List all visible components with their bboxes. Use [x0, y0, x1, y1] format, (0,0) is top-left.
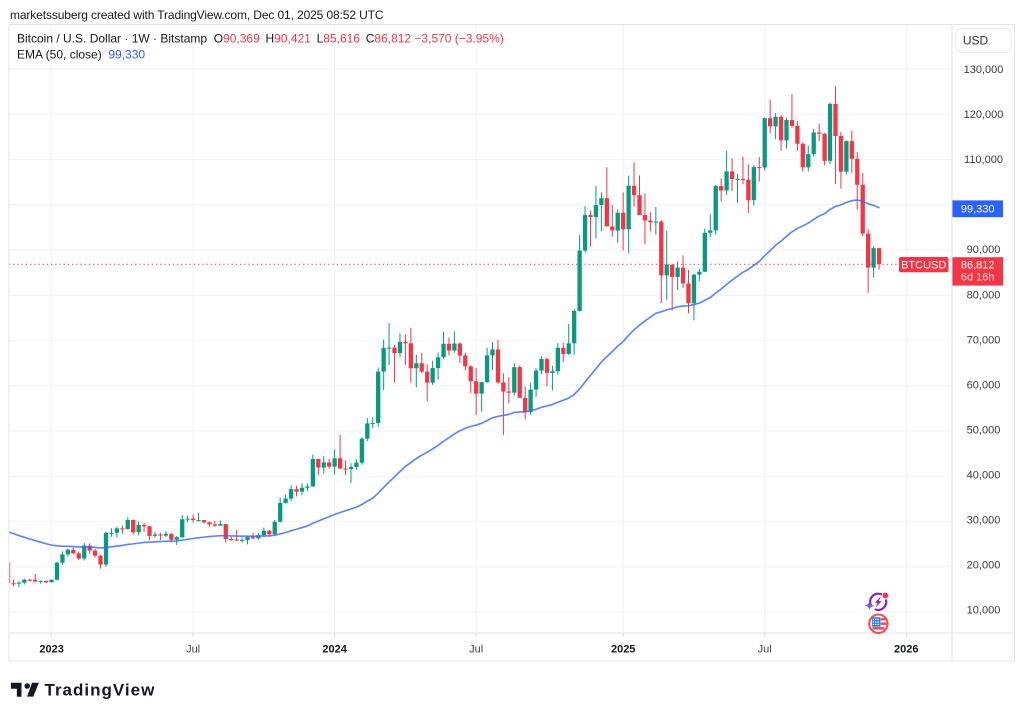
svg-text:80,000: 80,000 [967, 289, 1001, 301]
svg-text:Jul: Jul [469, 644, 483, 656]
svg-text:EMA (50, close) 99,330: EMA (50, close) 99,330 [17, 48, 145, 62]
svg-text:2023: 2023 [39, 644, 63, 656]
svg-text:2025: 2025 [611, 644, 635, 656]
svg-text:2024: 2024 [322, 644, 347, 656]
svg-text:Jul: Jul [758, 644, 772, 656]
svg-text:30,000: 30,000 [967, 515, 1001, 527]
svg-text:50,000: 50,000 [967, 425, 1001, 437]
svg-text:TradingView: TradingView [45, 681, 156, 700]
svg-text:6d 16h: 6d 16h [961, 272, 995, 284]
svg-text:60,000: 60,000 [967, 379, 1001, 391]
svg-text:marketssuberg created with Tra: marketssuberg created with TradingView.c… [10, 8, 384, 22]
svg-text:86,812: 86,812 [961, 260, 995, 272]
svg-text:130,000: 130,000 [964, 64, 1004, 76]
svg-text:Jul: Jul [186, 644, 200, 656]
svg-text:40,000: 40,000 [967, 470, 1001, 482]
svg-text:BTCUSD: BTCUSD [901, 259, 946, 271]
svg-text:110,000: 110,000 [964, 154, 1003, 166]
svg-text:10,000: 10,000 [967, 605, 1001, 617]
svg-text:20,000: 20,000 [967, 560, 1001, 572]
svg-text:2026: 2026 [894, 644, 918, 656]
svg-text:USD: USD [963, 33, 989, 47]
svg-text:Bitcoin / U.S. Dollar · 1W · B: Bitcoin / U.S. Dollar · 1W · Bitstamp O9… [17, 32, 504, 46]
svg-text:120,000: 120,000 [964, 109, 1004, 121]
svg-text:70,000: 70,000 [967, 334, 1001, 346]
svg-text:99,330: 99,330 [961, 204, 995, 216]
svg-text:90,000: 90,000 [967, 244, 1001, 256]
